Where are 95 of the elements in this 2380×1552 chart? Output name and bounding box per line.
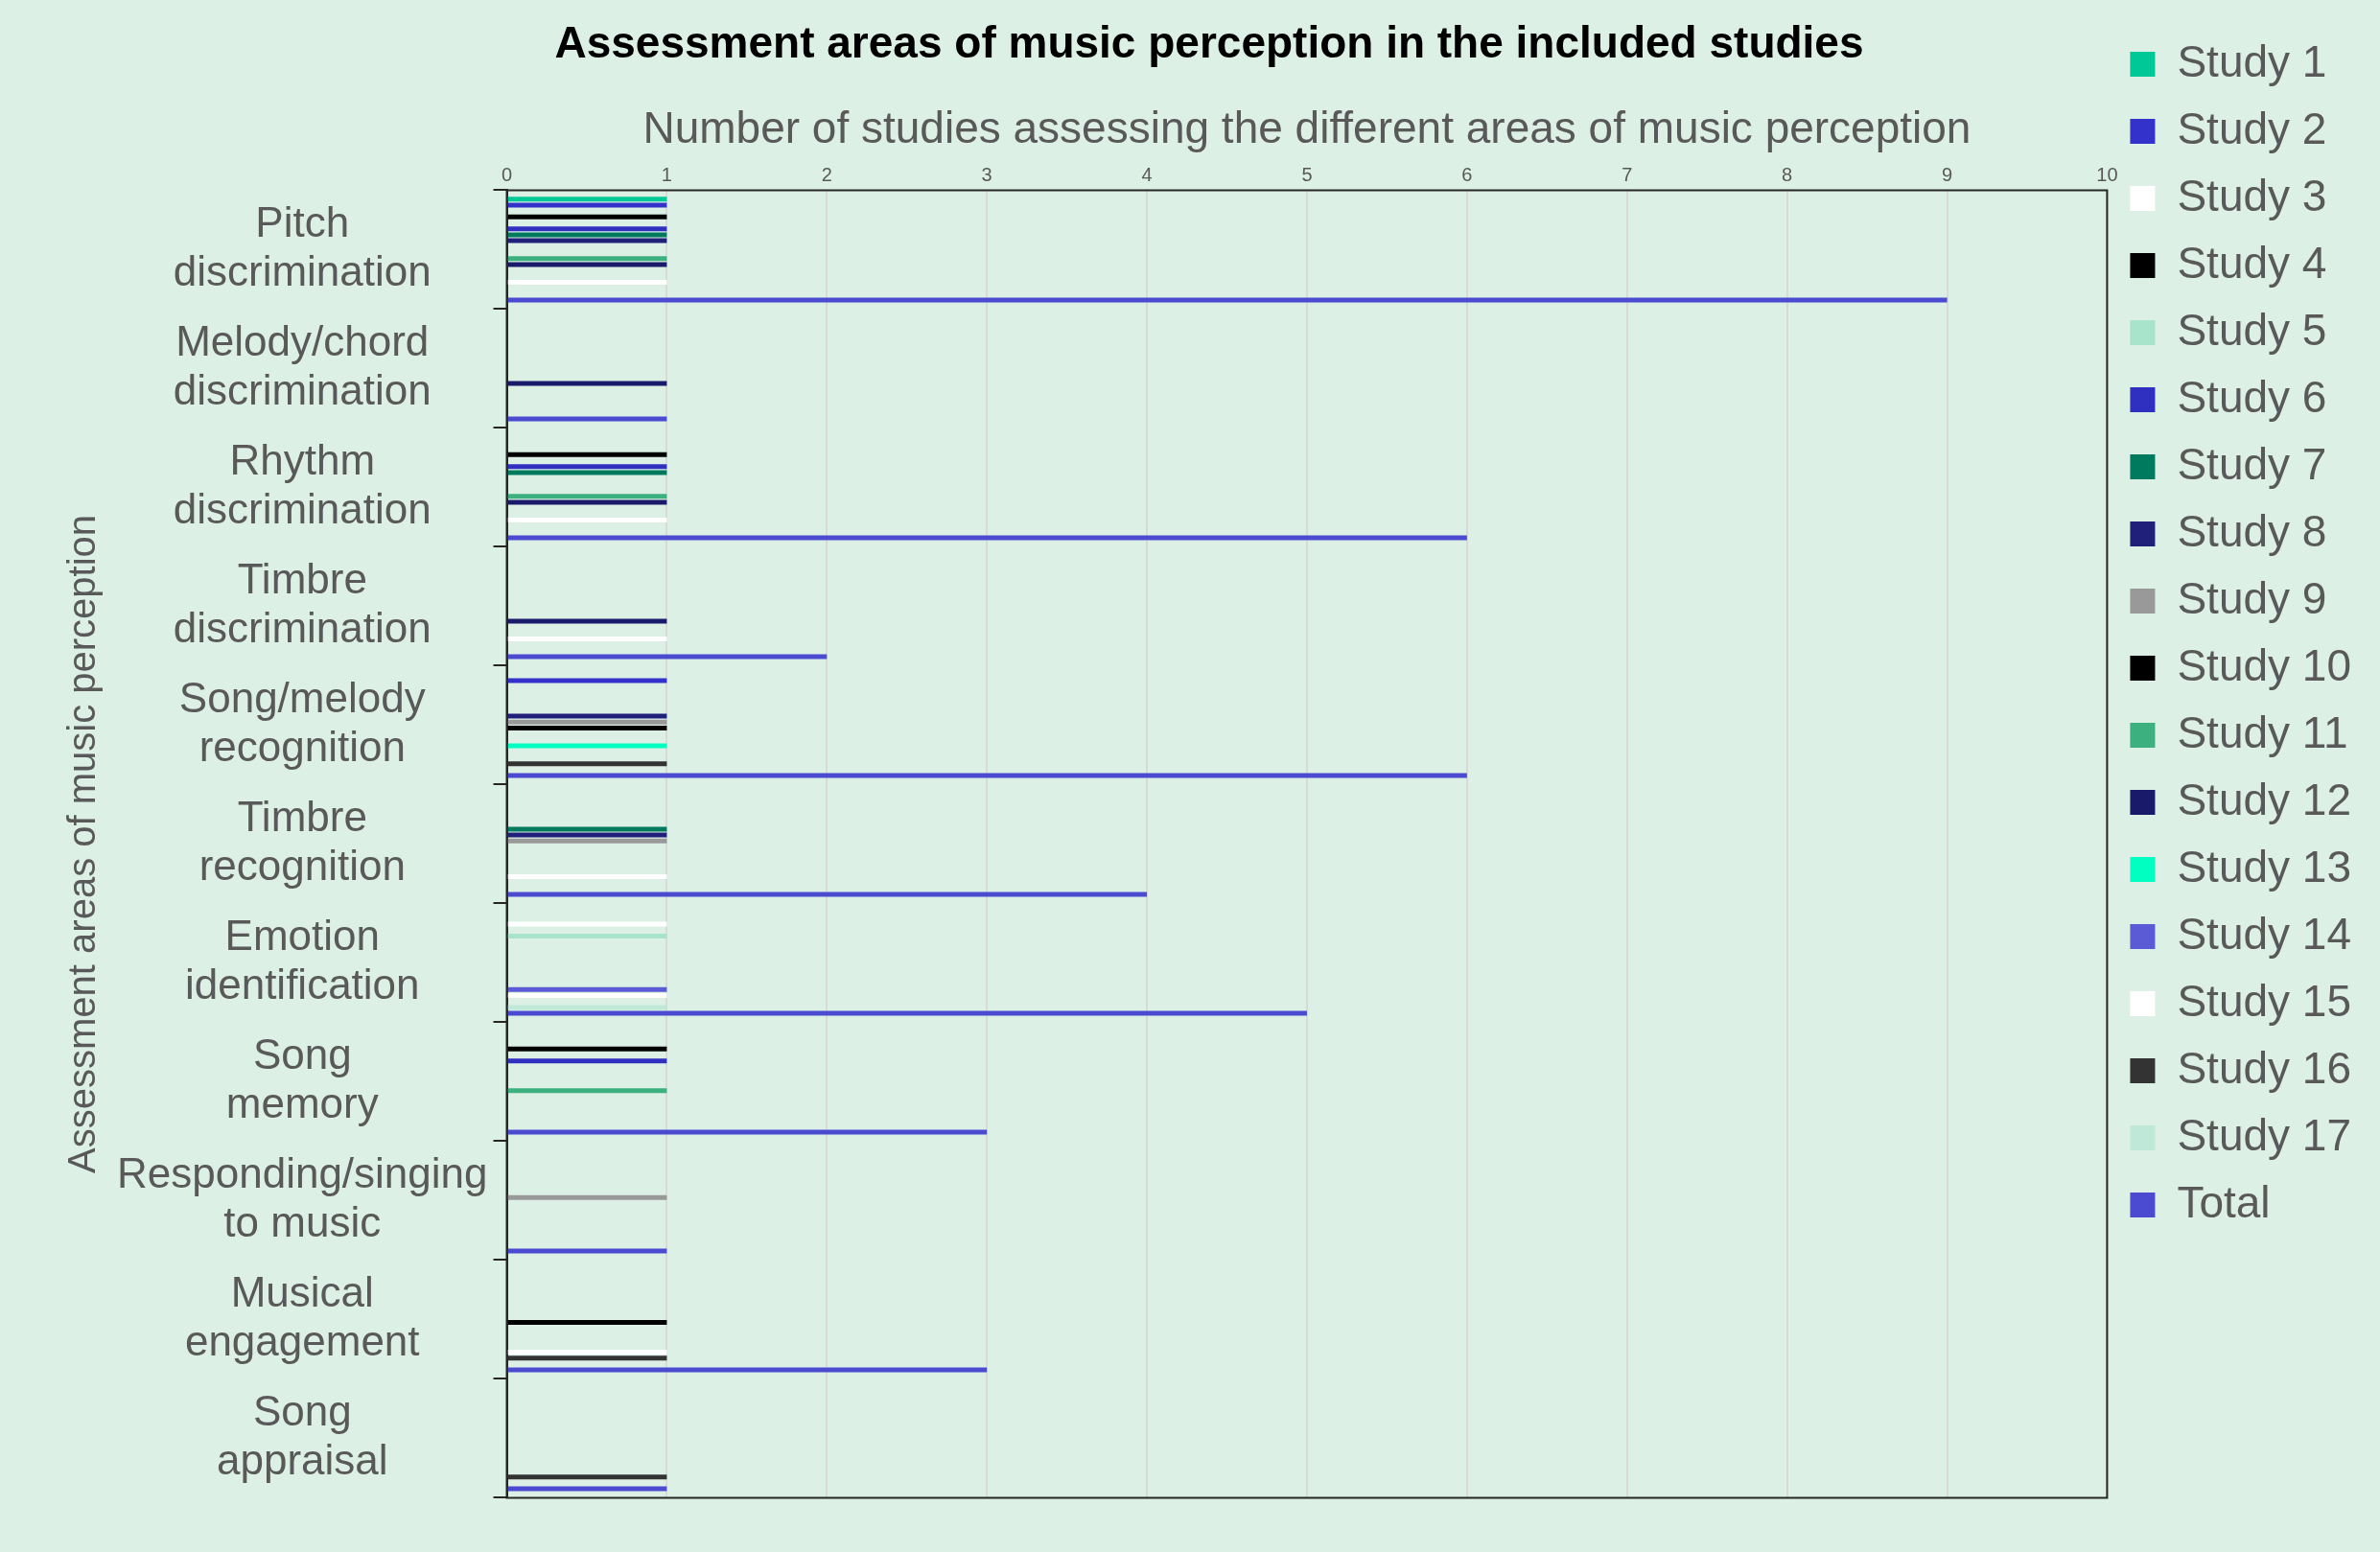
x-tick-label: 3 — [981, 163, 992, 185]
legend-label: Study 8 — [2177, 505, 2327, 556]
legend-label: Study 2 — [2177, 103, 2327, 153]
legend-label: Study 6 — [2177, 371, 2327, 422]
bar — [507, 232, 667, 238]
bar — [507, 713, 667, 719]
bar — [507, 719, 667, 725]
bar — [507, 934, 667, 938]
bar — [507, 1129, 988, 1135]
x-tick-label: 7 — [1622, 163, 1633, 185]
bar — [507, 678, 667, 683]
bar — [507, 202, 667, 208]
bar — [507, 262, 667, 267]
y-tick-label: Timbre recognition — [198, 793, 406, 889]
bar — [507, 654, 828, 660]
y-tick-label: Musical engagement — [184, 1268, 420, 1364]
y-tick-label: Rhythm discrimination — [173, 436, 432, 532]
y-tick-label: Melody/chord discrimination — [173, 317, 432, 413]
bar — [507, 986, 667, 992]
bar — [507, 499, 667, 505]
y-tick-label: Responding/singing to music — [116, 1149, 488, 1245]
legend-label: Study 4 — [2177, 237, 2327, 288]
x-tick-label: 9 — [1941, 163, 1953, 185]
bar — [507, 381, 667, 386]
bar — [507, 1355, 667, 1361]
bar — [507, 226, 667, 232]
bar — [507, 773, 1467, 778]
bar — [507, 892, 1148, 897]
bar — [507, 280, 667, 285]
y-tick-label: Song/melody recognition — [178, 674, 426, 770]
bar — [507, 494, 667, 499]
bar — [507, 1320, 667, 1325]
bar — [507, 1248, 667, 1254]
bar — [507, 726, 667, 730]
bar — [507, 238, 667, 243]
legend-label: Study 16 — [2177, 1042, 2351, 1093]
bar — [507, 1058, 667, 1064]
bar — [507, 743, 667, 749]
y-tick-label: Timbre discrimination — [173, 555, 432, 651]
legend-label: Study 5 — [2177, 304, 2327, 355]
bar — [507, 838, 667, 844]
x-tick-label: 4 — [1141, 163, 1153, 185]
bar — [507, 1194, 667, 1200]
legend-label: Study 14 — [2177, 908, 2351, 959]
bar — [507, 1010, 1307, 1016]
bar — [507, 1046, 667, 1052]
x-tick-label: 6 — [1461, 163, 1473, 185]
bar — [507, 832, 667, 838]
bar — [507, 1005, 667, 1010]
chart-title: Assessment areas of music perception in the included studies — [554, 17, 1864, 68]
x-axis-title: Number of studies assessing the different areas of music perception — [642, 103, 1972, 153]
y-tick-label: Emotion identification — [184, 912, 420, 1008]
x-tick-label: 0 — [501, 163, 513, 185]
x-tick-label: 8 — [1782, 163, 1793, 185]
bar — [507, 874, 667, 879]
legend-label: Study 3 — [2177, 170, 2327, 220]
legend-label: Study 15 — [2177, 975, 2351, 1026]
bar — [507, 1350, 667, 1355]
x-tick-label: 5 — [1301, 163, 1313, 185]
bar — [507, 464, 667, 470]
bar — [507, 297, 1948, 303]
bar — [507, 826, 667, 832]
x-tick-label: 10 — [2096, 163, 2118, 185]
bar — [507, 470, 667, 475]
bar — [507, 637, 667, 641]
bar — [507, 1486, 667, 1492]
bar — [507, 1474, 667, 1480]
bar — [507, 761, 667, 767]
legend-label: Total — [2177, 1176, 2271, 1227]
y-tick-label: Song memory — [225, 1031, 379, 1126]
y-axis-title: Assessment areas of music perception — [60, 514, 104, 1173]
bar — [507, 452, 667, 457]
bar — [507, 993, 667, 998]
legend-label: Study 11 — [2177, 707, 2348, 757]
bar — [507, 256, 667, 262]
legend-label: Study 1 — [2177, 35, 2327, 86]
x-tick-label: 2 — [821, 163, 832, 185]
bar — [507, 1088, 667, 1094]
legend-label: Study 10 — [2177, 639, 2351, 690]
legend-label: Study 12 — [2177, 774, 2351, 824]
legend-label: Study 17 — [2177, 1109, 2351, 1160]
y-tick-label: Pitch discrimination — [173, 198, 432, 294]
bar — [507, 518, 667, 522]
bar — [507, 618, 667, 624]
legend-label: Study 9 — [2177, 572, 2327, 623]
bar — [507, 535, 1467, 541]
legend-label: Study 13 — [2177, 841, 2351, 892]
bar — [507, 416, 667, 422]
y-tick-label: Song appraisal — [216, 1387, 388, 1483]
x-tick-label: 1 — [661, 163, 672, 185]
legend-label: Study 7 — [2177, 438, 2327, 489]
bar — [507, 197, 667, 202]
bar — [507, 921, 667, 927]
bar — [507, 1367, 988, 1373]
bar — [507, 214, 667, 220]
